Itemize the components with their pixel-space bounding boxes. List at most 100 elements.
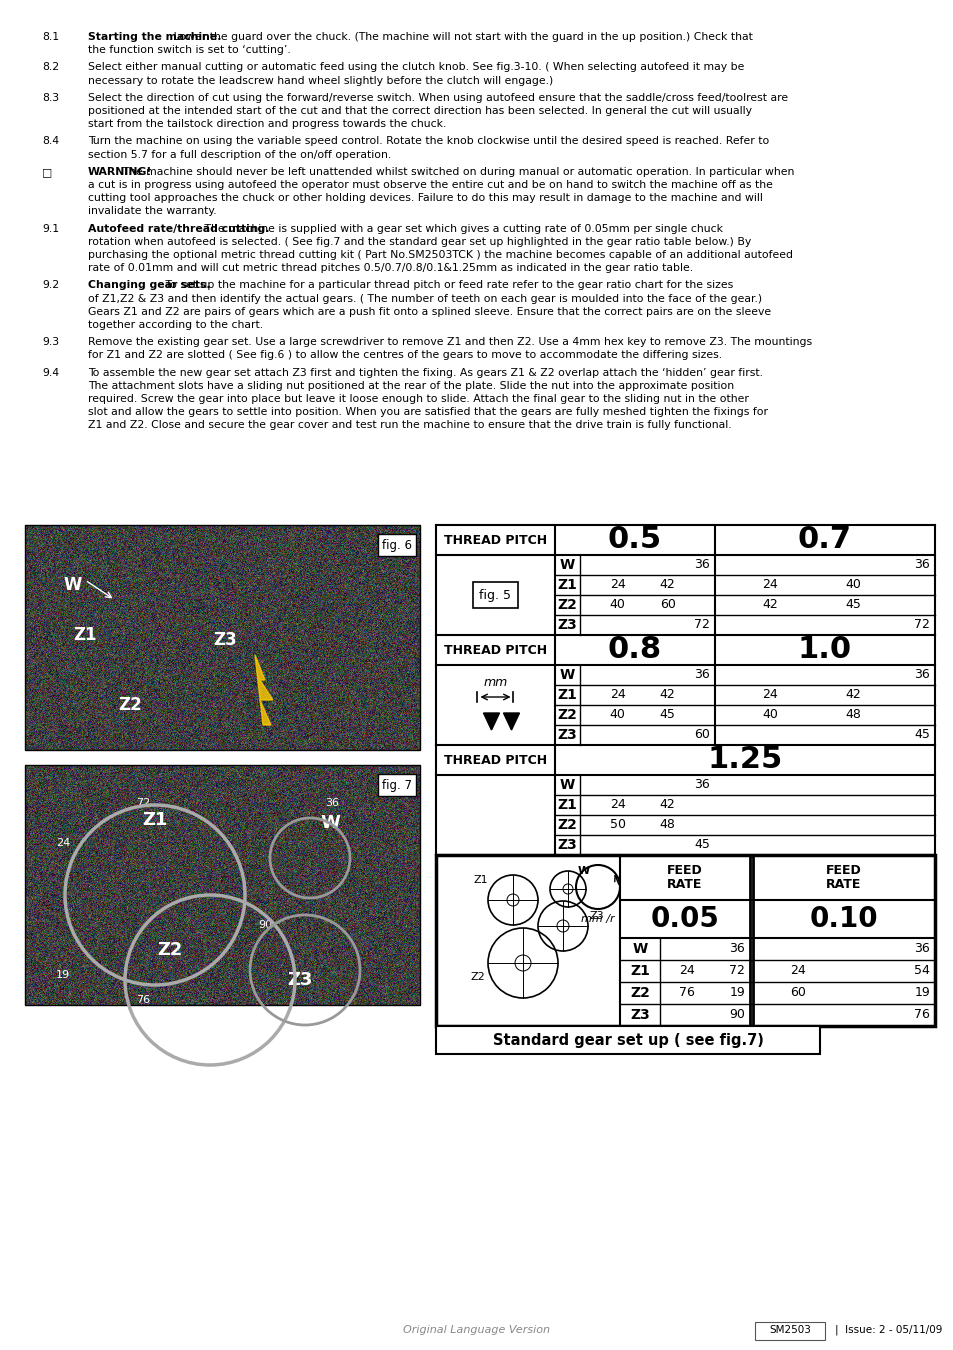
Text: 45: 45 <box>659 709 675 721</box>
Bar <box>436 1026 820 1054</box>
Text: Starting the machine.: Starting the machine. <box>88 32 221 42</box>
Text: fig. 7: fig. 7 <box>381 779 412 791</box>
Text: 0.8: 0.8 <box>607 636 661 664</box>
Text: W: W <box>559 558 575 572</box>
Text: 8.2: 8.2 <box>42 62 59 73</box>
Text: 8.1: 8.1 <box>42 32 59 42</box>
Text: 36: 36 <box>694 559 709 571</box>
Text: 54: 54 <box>913 964 929 977</box>
Text: 19: 19 <box>56 971 70 980</box>
Text: 50: 50 <box>609 818 625 832</box>
Text: 76: 76 <box>135 995 150 1004</box>
Text: 40: 40 <box>609 598 625 612</box>
Text: Z1: Z1 <box>629 964 649 977</box>
Text: 36: 36 <box>694 779 709 791</box>
Text: 42: 42 <box>659 688 675 702</box>
Text: rotation when autofeed is selected. ( See fig.7 and the standard gear set up hig: rotation when autofeed is selected. ( Se… <box>88 236 750 247</box>
Text: To set up the machine for a particular thread pitch or feed rate refer to the ge: To set up the machine for a particular t… <box>162 281 733 290</box>
Text: Z2: Z2 <box>557 598 577 612</box>
Text: Lower the guard over the chuck. (The machine will not start with the guard in th: Lower the guard over the chuck. (The mac… <box>170 32 752 42</box>
Bar <box>436 525 934 1054</box>
Text: 40: 40 <box>761 709 777 721</box>
Text: fig. 6: fig. 6 <box>381 539 412 552</box>
Text: 24: 24 <box>56 838 71 848</box>
Text: W: W <box>64 576 82 594</box>
Text: 90: 90 <box>257 919 272 930</box>
Text: 19: 19 <box>728 987 744 999</box>
Bar <box>754 1322 824 1341</box>
Text: Z1 and Z2. Close and secure the gear cover and test run the machine to ensure th: Z1 and Z2. Close and secure the gear cov… <box>88 420 731 431</box>
Text: 42: 42 <box>845 688 861 702</box>
Text: together according to the chart.: together according to the chart. <box>88 320 263 329</box>
Text: 8.3: 8.3 <box>42 93 59 103</box>
Text: rate of 0.01mm and will cut metric thread pitches 0.5/0.7/0.8/0.1&1.25mm as indi: rate of 0.01mm and will cut metric threa… <box>88 263 693 273</box>
Text: 1.0: 1.0 <box>797 636 851 664</box>
Text: Z3: Z3 <box>630 1008 649 1022</box>
Text: 72: 72 <box>913 618 929 632</box>
Text: 9.4: 9.4 <box>42 367 59 378</box>
Text: The machine should never be left unattended whilst switched on during manual or : The machine should never be left unatten… <box>119 167 794 177</box>
Text: Turn the machine on using the variable speed control. Rotate the knob clockwise : Turn the machine on using the variable s… <box>88 136 768 146</box>
Text: 36: 36 <box>913 942 929 956</box>
Text: 36: 36 <box>913 559 929 571</box>
Bar <box>436 855 934 1026</box>
Text: 24: 24 <box>609 688 625 702</box>
Text: Z3: Z3 <box>589 911 604 921</box>
Text: 24: 24 <box>679 964 694 977</box>
Text: 60: 60 <box>694 729 709 741</box>
Text: 76: 76 <box>679 987 694 999</box>
Text: Gears Z1 and Z2 are pairs of gears which are a push fit onto a splined sleeve. E: Gears Z1 and Z2 are pairs of gears which… <box>88 306 770 317</box>
Text: Z2: Z2 <box>157 941 182 958</box>
Text: section 5.7 for a full description of the on/off operation.: section 5.7 for a full description of th… <box>88 150 391 159</box>
Text: W: W <box>319 814 339 832</box>
Text: Z2: Z2 <box>557 707 577 722</box>
Text: Remove the existing gear set. Use a large screwdriver to remove Z1 and then Z2. : Remove the existing gear set. Use a larg… <box>88 338 811 347</box>
Text: W: W <box>632 942 647 956</box>
Text: invalidate the warranty.: invalidate the warranty. <box>88 207 216 216</box>
Text: 76: 76 <box>913 1008 929 1022</box>
Text: 72: 72 <box>135 798 150 809</box>
Text: 36: 36 <box>728 942 744 956</box>
Text: □: □ <box>42 167 52 177</box>
Text: positioned at the intended start of the cut and that the correct direction has b: positioned at the intended start of the … <box>88 107 751 116</box>
Text: the function switch is set to ‘cutting’.: the function switch is set to ‘cutting’. <box>88 45 291 55</box>
Text: 9.3: 9.3 <box>42 338 59 347</box>
Bar <box>25 765 419 1004</box>
Text: cutting tool approaches the chuck or other holding devices. Failure to do this m: cutting tool approaches the chuck or oth… <box>88 193 762 204</box>
Text: W: W <box>559 778 575 792</box>
Text: Z3: Z3 <box>213 630 236 649</box>
Text: of Z1,Z2 & Z3 and then identify the actual gears. ( The number of teeth on each : of Z1,Z2 & Z3 and then identify the actu… <box>88 293 761 304</box>
Text: Z2: Z2 <box>470 972 484 981</box>
Text: 90: 90 <box>728 1008 744 1022</box>
Text: Z1: Z1 <box>142 811 168 829</box>
Text: The attachment slots have a sliding nut positioned at the rear of the plate. Sli: The attachment slots have a sliding nut … <box>88 381 734 390</box>
Text: 9.1: 9.1 <box>42 224 59 234</box>
Text: 24: 24 <box>609 798 625 811</box>
Text: 48: 48 <box>844 709 861 721</box>
Text: FEED
RATE: FEED RATE <box>825 864 861 891</box>
Text: 48: 48 <box>659 818 675 832</box>
Text: 0.05: 0.05 <box>650 904 719 933</box>
Text: 60: 60 <box>790 987 805 999</box>
Text: start from the tailstock direction and progress towards the chuck.: start from the tailstock direction and p… <box>88 119 446 130</box>
Text: Changing gear sets.: Changing gear sets. <box>88 281 211 290</box>
Text: Z1: Z1 <box>473 875 488 886</box>
Text: To assemble the new gear set attach Z3 first and tighten the fixing. As gears Z1: To assemble the new gear set attach Z3 f… <box>88 367 762 378</box>
Text: 45: 45 <box>844 598 861 612</box>
Bar <box>25 525 419 751</box>
Text: W: W <box>559 668 575 682</box>
Text: fig. 5: fig. 5 <box>479 589 511 602</box>
Text: 1.25: 1.25 <box>706 745 781 775</box>
Text: 72: 72 <box>694 618 709 632</box>
Text: 9.2: 9.2 <box>42 281 59 290</box>
Text: 24: 24 <box>761 579 777 591</box>
Polygon shape <box>254 655 273 725</box>
Text: 0.7: 0.7 <box>797 525 851 555</box>
Text: Z2: Z2 <box>118 697 142 714</box>
Text: Original Language Version: Original Language Version <box>403 1324 550 1335</box>
Text: necessary to rotate the leadscrew hand wheel slightly before the clutch will eng: necessary to rotate the leadscrew hand w… <box>88 76 553 85</box>
Text: 24: 24 <box>609 579 625 591</box>
Text: 36: 36 <box>325 798 338 809</box>
Text: WARNING!: WARNING! <box>88 167 152 177</box>
Text: Z3: Z3 <box>558 728 577 743</box>
